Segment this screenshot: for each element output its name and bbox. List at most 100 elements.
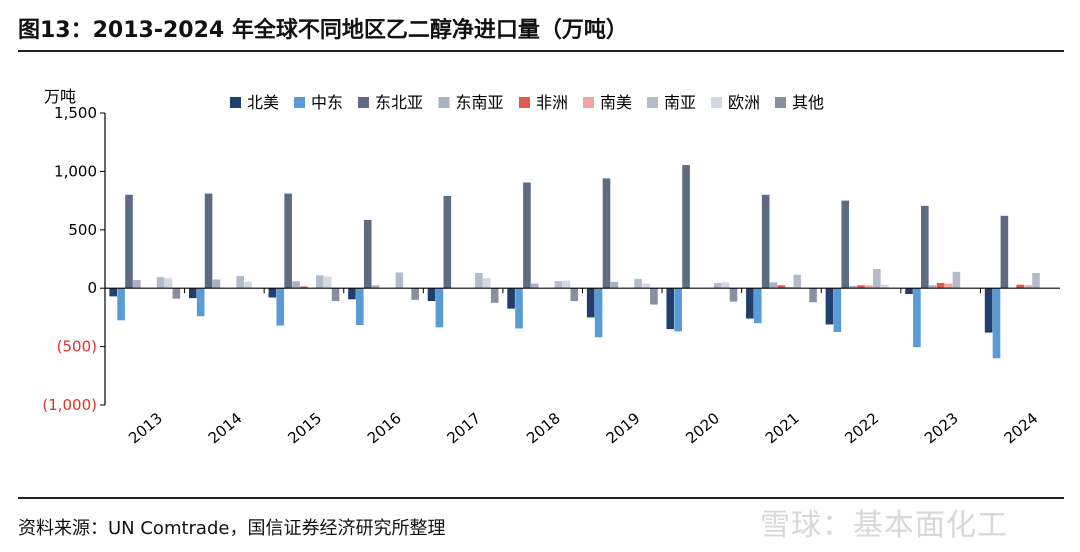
bar (515, 288, 523, 329)
y-tick-label: 1,000 (54, 162, 97, 180)
bar (913, 288, 921, 348)
bar (921, 205, 929, 289)
legend: 北美 中东 东北亚 东南亚 非洲 南美 南亚 欧洲 其他 (230, 93, 824, 112)
bar (236, 275, 244, 289)
x-tick-label: 2017 (443, 409, 484, 447)
x-tick-label: 2018 (523, 409, 564, 447)
bar (753, 288, 762, 324)
legend-label: 中东 (311, 93, 343, 112)
bar (610, 281, 619, 289)
bar (905, 288, 913, 295)
bar (634, 278, 642, 289)
legend-swatch (583, 97, 594, 108)
bar (729, 288, 738, 302)
bar (331, 288, 340, 302)
bar (928, 285, 937, 289)
bar (809, 288, 817, 303)
x-tick-label: 2023 (921, 409, 962, 447)
legend-swatch (358, 97, 369, 108)
bar (562, 280, 571, 289)
legend-label: 东南亚 (456, 93, 504, 112)
legend-label: 其他 (792, 93, 824, 112)
bar (841, 200, 850, 289)
bar (356, 288, 364, 325)
bar (244, 281, 252, 289)
bar (435, 288, 444, 328)
legend-label: 北美 (247, 93, 279, 112)
bar (531, 283, 539, 289)
legend-swatch (519, 97, 530, 108)
bar (873, 268, 881, 289)
bar (300, 286, 308, 289)
bar (475, 273, 483, 289)
bar (849, 285, 857, 289)
legend-swatch (294, 97, 305, 108)
bar (944, 283, 953, 289)
legend-label: 南亚 (664, 93, 696, 112)
bar (586, 288, 595, 318)
legend-swatch (775, 97, 786, 108)
bar (650, 288, 658, 305)
x-tick-label: 2019 (603, 409, 644, 447)
bar (1024, 285, 1032, 289)
bar (483, 278, 491, 289)
bar (109, 288, 117, 297)
bars (109, 164, 1040, 359)
bar (395, 272, 404, 289)
figure-title: 图13：2013-2024 年全球不同地区乙二醇净进口量（万吨） (18, 18, 628, 43)
bar (682, 164, 690, 289)
bar (292, 281, 300, 289)
y-tick-label: 1,500 (54, 104, 97, 122)
bar (188, 288, 197, 299)
bar (411, 288, 419, 300)
bar (164, 278, 173, 289)
bar (713, 282, 722, 289)
source-note: 资料来源：UN Comtrade，国信证券经济研究所整理 (18, 518, 446, 539)
bar (133, 280, 141, 289)
x-tick-label: 2013 (125, 409, 166, 447)
y-tick-label: (1,000) (42, 396, 97, 414)
bar (268, 288, 277, 298)
bar (125, 194, 133, 289)
bar (523, 182, 531, 289)
bar (674, 288, 682, 332)
bar (984, 288, 993, 333)
bar (507, 288, 515, 309)
x-tick-label: 2021 (762, 409, 803, 447)
legend-label: 南美 (600, 93, 632, 112)
bar (427, 288, 436, 302)
bar (371, 285, 380, 289)
bar (769, 282, 778, 289)
y-axis-unit-label: 万吨 (44, 87, 76, 106)
legend-swatch (711, 97, 722, 108)
bar (952, 271, 961, 289)
bar (1032, 273, 1040, 289)
x-tick-label: 2020 (682, 409, 723, 447)
bar (554, 281, 563, 289)
legend-swatch (647, 97, 658, 108)
y-tick-label: 0 (87, 279, 97, 297)
y-axis: 1,500 1,000 500 0 (500) (1,000) (42, 104, 106, 414)
bar (323, 276, 332, 289)
bar (793, 274, 802, 289)
bar (992, 288, 1001, 359)
y-tick-label: (500) (57, 338, 97, 356)
bar (1000, 215, 1009, 289)
bar (284, 193, 292, 289)
title-divider (18, 50, 1064, 52)
x-tick-label: 2014 (205, 409, 246, 447)
bar (825, 288, 834, 325)
bar (936, 282, 945, 289)
bar (857, 285, 865, 289)
bar (602, 178, 611, 289)
bar (761, 194, 770, 289)
bar (363, 219, 372, 289)
bar (594, 288, 603, 338)
bar (156, 277, 165, 289)
x-tick-label: 2015 (284, 409, 325, 447)
bar (117, 288, 125, 321)
bar (746, 288, 754, 319)
source-divider (18, 497, 1064, 499)
bar (196, 288, 205, 317)
y-tick-label: 500 (68, 221, 97, 239)
